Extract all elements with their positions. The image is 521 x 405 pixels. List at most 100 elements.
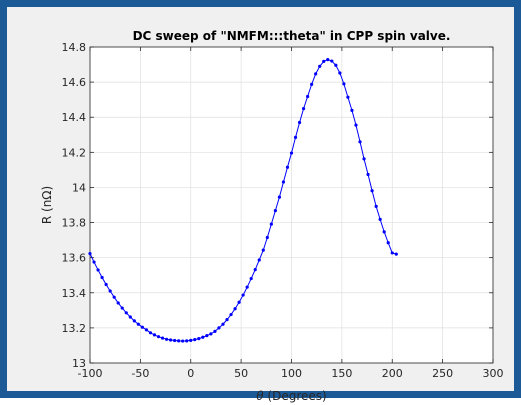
y-tick-label: 14.6 xyxy=(62,76,87,89)
x-axis-label-text: (Degrees) xyxy=(264,389,327,403)
data-point xyxy=(370,189,374,193)
y-tick-label: 13.4 xyxy=(62,287,87,300)
data-point xyxy=(285,165,290,169)
x-tick-label: -50 xyxy=(131,367,149,380)
y-axis-ticks: 13 13.2 13.4 13.6 13.8 14 14.2 14.4 14.6 14.8 xyxy=(62,41,493,370)
data-point xyxy=(257,258,261,262)
x-axis-label-symbol: θ xyxy=(256,389,264,403)
data-point xyxy=(197,337,201,341)
data-point xyxy=(314,72,318,76)
data-point xyxy=(249,276,253,281)
data-point xyxy=(140,325,144,329)
y-tick-label: 14 xyxy=(72,181,86,194)
data-point xyxy=(237,300,241,304)
data-point xyxy=(173,338,177,343)
y-tick-label: 14.4 xyxy=(62,111,87,124)
data-point xyxy=(181,339,185,343)
x-tick-label: -100 xyxy=(78,367,103,380)
data-point xyxy=(350,108,354,112)
x-tick-label: 0 xyxy=(187,367,194,380)
data-point xyxy=(88,252,92,256)
data-point xyxy=(306,94,310,99)
y-axis-label: R (nΩ) xyxy=(40,186,54,224)
data-point xyxy=(233,307,237,311)
data-point xyxy=(362,157,366,161)
data-point xyxy=(177,339,181,343)
data-point xyxy=(386,241,390,245)
y-tick-label: 13.6 xyxy=(62,252,87,265)
data-point xyxy=(310,82,314,86)
data-point xyxy=(104,282,108,287)
data-point xyxy=(108,289,112,293)
data-point xyxy=(245,285,249,289)
data-point xyxy=(378,217,382,221)
y-tick-label: 13.8 xyxy=(62,217,87,230)
data-point xyxy=(112,295,116,299)
data-point xyxy=(354,123,358,127)
data-point xyxy=(213,329,217,333)
data-point xyxy=(164,337,169,341)
data-point xyxy=(366,172,370,177)
x-axis-ticks: -100 -50 0 50 100 150 200 250 300 xyxy=(78,47,504,380)
data-point xyxy=(148,331,153,335)
data-point xyxy=(189,338,193,342)
data-point xyxy=(116,301,120,305)
data-point xyxy=(358,140,362,144)
data-point xyxy=(338,71,342,75)
data-point xyxy=(209,332,213,336)
data-point xyxy=(382,230,386,234)
y-tick-label: 14.8 xyxy=(62,41,87,54)
data-point xyxy=(394,252,398,256)
data-point xyxy=(265,235,269,240)
data-point xyxy=(124,311,128,315)
y-tick-label: 14.2 xyxy=(62,146,87,159)
data-point xyxy=(241,293,245,297)
data-point xyxy=(96,268,100,272)
data-point xyxy=(273,209,277,213)
y-tick-label: 13.2 xyxy=(62,322,87,335)
data-point xyxy=(136,322,140,326)
data-point xyxy=(132,319,136,323)
data-point xyxy=(289,151,294,155)
data-point xyxy=(128,315,132,319)
x-tick-label: 150 xyxy=(331,367,352,380)
data-point xyxy=(293,135,298,140)
data-point xyxy=(318,64,322,68)
data-point xyxy=(229,312,233,317)
data-point xyxy=(152,333,157,337)
data-point xyxy=(185,339,189,343)
data-point xyxy=(390,251,394,255)
data-point xyxy=(160,336,165,340)
data-point xyxy=(334,63,338,67)
data-point xyxy=(92,260,96,264)
data-point xyxy=(330,59,334,63)
data-point xyxy=(217,326,221,330)
x-tick-label: 250 xyxy=(432,367,453,380)
data-point xyxy=(156,335,161,339)
data-point xyxy=(297,120,302,125)
data-point xyxy=(201,335,205,339)
x-tick-label: 50 xyxy=(234,367,248,380)
data-point xyxy=(193,338,197,342)
x-tick-label: 100 xyxy=(281,367,302,380)
series-layer xyxy=(88,58,398,343)
data-point xyxy=(205,334,209,338)
data-point xyxy=(100,275,104,280)
data-point xyxy=(253,268,257,272)
y-tick-label: 13 xyxy=(72,357,86,370)
data-point xyxy=(342,82,346,86)
data-point xyxy=(261,248,265,252)
x-axis-label: θ (Degrees) xyxy=(256,389,326,403)
data-point xyxy=(169,338,173,342)
data-point xyxy=(225,318,229,322)
data-point xyxy=(277,195,282,199)
data-point xyxy=(301,107,306,111)
data-point xyxy=(322,59,326,64)
data-point xyxy=(281,180,286,184)
data-point xyxy=(269,222,273,226)
data-point xyxy=(326,58,330,62)
x-tick-label: 300 xyxy=(483,367,504,380)
data-point xyxy=(374,204,378,208)
data-point xyxy=(120,306,124,310)
